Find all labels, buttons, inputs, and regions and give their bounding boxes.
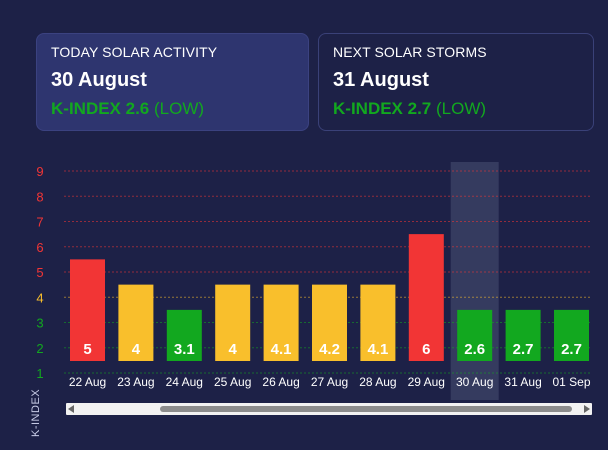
bar [554, 309, 589, 361]
next-k-value: K-INDEX 2.7 [333, 99, 432, 118]
y-tick-label: 6 [36, 240, 43, 255]
scroll-left-arrow-icon[interactable] [68, 405, 74, 413]
y-tick-label: 1 [36, 366, 43, 381]
y-tick-label: 4 [36, 290, 43, 305]
bar [215, 284, 251, 361]
y-tick-label: 5 [36, 265, 43, 280]
next-card-k-index: K-INDEX 2.7 (LOW) [333, 99, 579, 119]
x-tick-label: 22 Aug [69, 375, 106, 389]
next-card-date: 31 August [333, 69, 429, 91]
today-k-value: K-INDEX 2.6 [51, 99, 150, 118]
bar-value-label: 4 [229, 341, 238, 358]
today-k-level: (LOW) [153, 99, 205, 118]
today-card-date: 30 August [51, 69, 147, 91]
y-tick-label: 2 [36, 341, 43, 356]
bar-value-label: 4.1 [367, 341, 388, 358]
x-tick-label: 28 Aug [359, 375, 396, 389]
k-index-bar-chart: 1 2 3 4 5 6 7 8 9 5 22 Aug 4 23 Aug 3.1 24 Aug 4 25 Aug 4… [36, 162, 592, 400]
bar [166, 309, 202, 361]
bar [505, 309, 541, 361]
x-tick-label: 31 Aug [504, 375, 541, 389]
bar [263, 284, 299, 361]
x-tick-label: 25 Aug [214, 375, 251, 389]
x-tick-label: 24 Aug [166, 375, 203, 389]
bar-value-label: 4.2 [319, 341, 340, 358]
x-tick-label: 30 Aug [456, 375, 493, 389]
x-tick-label: 23 Aug [117, 375, 154, 389]
y-tick-label: 7 [36, 215, 43, 230]
chart-horizontal-scrollbar[interactable] [66, 403, 592, 415]
today-card-title: TODAY SOLAR ACTIVITY [51, 44, 218, 60]
x-tick-label: 01 Sep [552, 375, 590, 389]
bar-value-label: 2.6 [464, 341, 485, 358]
bar-value-label: 2.7 [513, 341, 534, 358]
next-k-level: (LOW) [435, 99, 487, 118]
bar-value-label: 4 [132, 341, 141, 358]
x-tick-label: 27 Aug [311, 375, 348, 389]
bar-value-label: 4.1 [271, 341, 292, 358]
today-solar-activity-card: TODAY SOLAR ACTIVITY 30 August K-INDEX 2… [36, 33, 309, 131]
bar [118, 284, 154, 361]
today-card-k-index: K-INDEX 2.6 (LOW) [51, 99, 294, 119]
y-tick-label: 3 [36, 316, 43, 331]
bar-value-label: 3.1 [174, 341, 195, 358]
x-tick-label: 26 Aug [262, 375, 299, 389]
y-tick-label: 9 [36, 164, 43, 179]
next-card-title: NEXT SOLAR STORMS [333, 44, 487, 60]
x-tick-label: 29 Aug [408, 375, 445, 389]
highlight-column [450, 162, 499, 400]
next-solar-storms-card: NEXT SOLAR STORMS 31 August K-INDEX 2.7 … [318, 33, 594, 131]
bar [360, 284, 396, 361]
y-axis-title: K-INDEX [30, 388, 42, 437]
bar-value-label: 5 [83, 341, 91, 358]
bar [457, 309, 493, 361]
scroll-right-arrow-icon[interactable] [584, 405, 590, 413]
bar-value-label: 6 [422, 341, 430, 358]
bar [70, 259, 105, 361]
bar-value-label: 2.7 [561, 341, 582, 358]
bar [408, 234, 444, 361]
scrollbar-thumb[interactable] [160, 406, 572, 412]
bar [312, 284, 347, 361]
y-tick-label: 8 [36, 189, 43, 204]
